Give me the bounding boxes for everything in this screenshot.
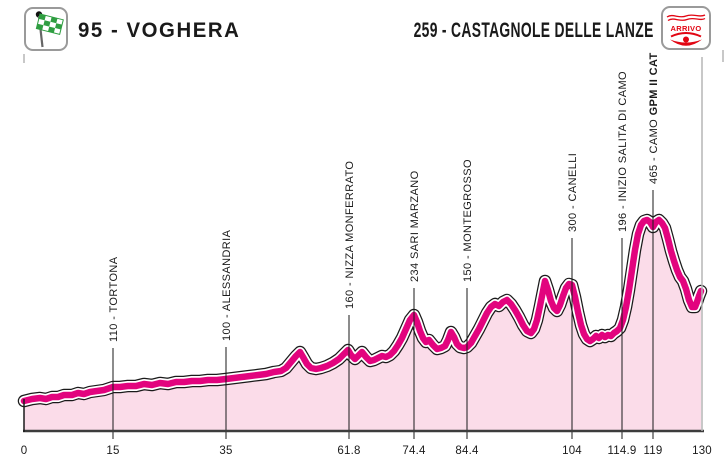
- km-tick-label: 35: [219, 445, 232, 457]
- arrivo-logo-icon: ARRIVO: [666, 14, 706, 46]
- profile-area-fill: [24, 220, 701, 431]
- km-tick-label: 61.8: [337, 445, 360, 457]
- km-tick-label: 130: [692, 445, 712, 457]
- waypoint-label: 110 - TORTONA: [108, 256, 120, 342]
- finish-city-label: 259 - CASTAGNOLE DELLE LANZE: [413, 19, 654, 42]
- km-tick-label: 114.9: [608, 445, 637, 457]
- finish-arrivo-icon: ARRIVO: [661, 6, 711, 50]
- km-tick-label: 84.4: [455, 445, 479, 457]
- arrivo-icon-text: ARRIVO: [671, 24, 702, 33]
- waypoint-label: 150 - MONTEGROSSO: [462, 159, 474, 282]
- profile-line: [20, 216, 705, 405]
- waypoint-label: 300 - CANELLI: [567, 153, 579, 232]
- km-tick-label: 15: [106, 445, 119, 457]
- waypoint-label: 465 - CAMO GPM II CAT: [648, 52, 660, 184]
- waypoint-label: 234 SARI MARZANO: [409, 170, 421, 282]
- km-axis-layer: 0 15 35 61.8 74.4 84.4 104 114.9 119 130: [21, 445, 712, 457]
- checkered-flag-icon: [35, 11, 64, 48]
- km-tick-label: 0: [21, 445, 28, 457]
- waypoint-labels-layer: 110 - TORTONA 100 - ALESSANDRIA 160 - NIZZ…: [108, 52, 660, 439]
- km-tick-label: 119: [644, 445, 663, 457]
- km-tick-label: 104: [562, 445, 582, 457]
- km-tick-label: 74.4: [402, 445, 426, 457]
- waypoint-label: 160 - NIZZA MONFERRATO: [344, 161, 356, 309]
- start-flag-icon: [24, 7, 68, 51]
- waypoint-label: 100 - ALESSANDRIA: [221, 229, 233, 341]
- waypoint-label: 196 - INIZIO SALITA DI CAMO: [617, 71, 629, 232]
- start-city-label: 95 - VOGHERA: [78, 19, 241, 42]
